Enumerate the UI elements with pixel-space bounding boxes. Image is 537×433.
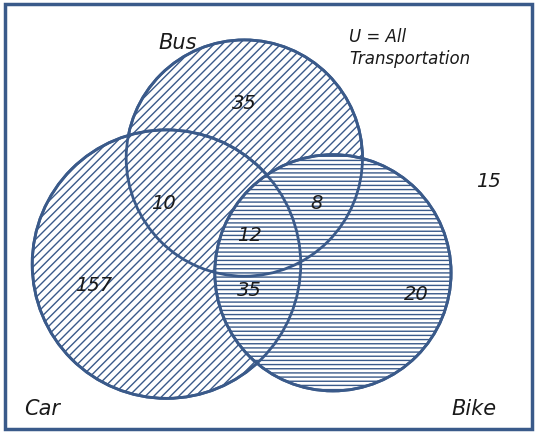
Text: Bus: Bus: [158, 33, 197, 53]
Text: Car: Car: [24, 399, 60, 419]
Ellipse shape: [215, 155, 451, 391]
Ellipse shape: [32, 130, 301, 398]
Text: 35: 35: [232, 94, 257, 113]
Ellipse shape: [126, 40, 362, 276]
Text: 10: 10: [151, 194, 176, 213]
Text: Bike: Bike: [451, 399, 496, 419]
Text: 157: 157: [75, 276, 113, 295]
Text: U = All
Transportation: U = All Transportation: [349, 28, 470, 68]
Text: 35: 35: [237, 281, 262, 300]
Text: 15: 15: [476, 172, 501, 191]
Text: 20: 20: [404, 285, 429, 304]
Text: 12: 12: [237, 226, 262, 246]
Text: 8: 8: [310, 194, 323, 213]
